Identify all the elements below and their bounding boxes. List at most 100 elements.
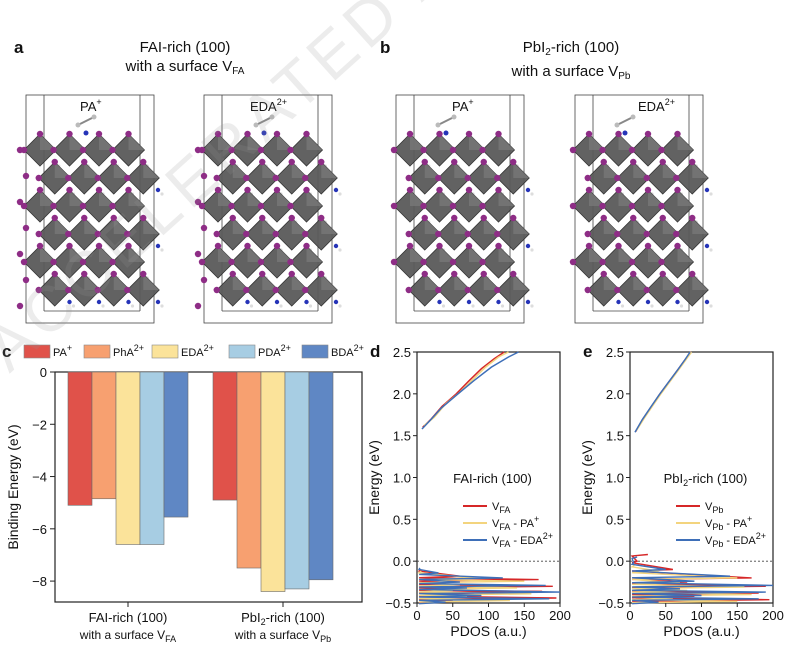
x-category-label-1-line1: FAI-rich (100): [89, 610, 168, 625]
bar-PA-1: [67, 371, 93, 506]
legend-swatch-PhA: [83, 344, 111, 359]
iodine-atom: [630, 158, 637, 166]
iodine-atom: [259, 270, 266, 278]
octahedron-face: [277, 134, 293, 150]
legend-swatch-EDA: [151, 344, 179, 359]
octahedron-face: [513, 162, 530, 178]
bar-PA-2: [212, 371, 238, 501]
y-axis-label: Energy (eV): [579, 440, 595, 515]
octahedron-face: [677, 190, 694, 206]
iodine-atom: [464, 286, 471, 294]
octahedron-face: [483, 274, 500, 290]
hydrogen-atom: [709, 304, 713, 308]
iodine-atom: [36, 186, 44, 194]
nitrogen-atom: [155, 243, 161, 249]
legend-label-2-part: V: [705, 518, 713, 530]
iodine-atom: [420, 258, 427, 266]
octahedron-face: [54, 274, 71, 290]
octahedron-face: [469, 134, 485, 150]
y-tick-label-part: 0.0: [606, 554, 624, 569]
octahedron-face: [84, 274, 101, 290]
iodine-atom: [406, 130, 414, 138]
iodine-atom: [228, 146, 235, 154]
iodine-atom: [615, 242, 622, 250]
surface-iodine-atom: [16, 198, 24, 206]
octahedron-face: [662, 218, 679, 234]
octahedron-face: [633, 274, 650, 290]
molecule-atom: [614, 122, 620, 128]
iodine-atom: [287, 202, 294, 210]
octahedron-face: [618, 190, 635, 206]
nitrogen-atom: [155, 299, 161, 305]
octahedron-face: [54, 162, 71, 178]
nitrogen-atom: [704, 187, 710, 193]
nitrogen-atom: [645, 299, 651, 305]
molecule-nitrogen: [443, 130, 449, 136]
panel-a-ion-1: PA+: [80, 97, 102, 114]
iodine-atom: [273, 242, 281, 250]
octahedron-face: [321, 162, 338, 178]
surface-iodine-atom: [194, 250, 202, 258]
molecule-atom: [253, 122, 259, 128]
octahedron-face: [54, 218, 71, 234]
legend-label-PA: PA+: [53, 343, 72, 359]
legend-label-BDA-part: 2+: [354, 343, 364, 353]
iodine-atom: [421, 214, 428, 222]
iodine-atom: [689, 214, 696, 222]
iodine-atom: [659, 214, 666, 222]
y-tick-label-part: 1.5: [393, 429, 411, 444]
legend-label-EDA: EDA2+: [181, 343, 214, 359]
iodine-atom: [615, 186, 622, 194]
bar-BDA-2: [308, 371, 334, 581]
legend-label-1: VFA: [492, 501, 510, 515]
iodine-atom: [198, 202, 206, 210]
octahedron-face: [618, 134, 635, 150]
ion-name: EDA: [250, 99, 277, 114]
x-tick-label: 150: [726, 608, 748, 623]
iodine-atom: [436, 242, 443, 250]
octahedron-face: [439, 134, 456, 150]
iodine-atom: [244, 186, 251, 194]
x-category-label-2-line2-part: with a surface V: [234, 628, 320, 642]
iodine-atom: [140, 270, 147, 278]
y-tick-label: −8: [32, 574, 47, 589]
molecule-atom: [451, 114, 457, 120]
iodine-atom: [257, 146, 265, 154]
y-tick-label-part: 2.5: [606, 345, 624, 360]
iodine-atom: [569, 258, 577, 266]
octahedron-face: [424, 274, 441, 290]
iodine-atom: [643, 286, 650, 294]
octahedron-face: [662, 162, 679, 178]
surface-iodine-atom: [200, 276, 208, 284]
molecule-nitrogen: [622, 130, 628, 136]
iodine-atom: [81, 158, 88, 166]
iodine-atom: [658, 146, 665, 154]
iodine-atom: [390, 258, 398, 266]
y-tick-label: −0.5: [385, 596, 411, 611]
x-tick-label: 50: [446, 608, 460, 623]
iodine-atom: [689, 270, 696, 278]
nitrogen-atom: [126, 299, 131, 305]
octahedron-face: [40, 246, 56, 262]
x-category-label-2-line1: PbI2-rich (100): [241, 610, 325, 627]
octahedron-face: [277, 246, 293, 262]
iodine-atom: [479, 202, 486, 210]
iodine-atom: [229, 214, 236, 222]
iodine-atom: [658, 202, 665, 210]
iodine-atom: [110, 158, 117, 166]
iodine-atom: [643, 174, 650, 182]
iodine-atom: [643, 230, 650, 238]
y-tick-label-part: 1.5: [606, 429, 624, 444]
ion-name: PA: [452, 99, 469, 114]
nitrogen-atom: [525, 299, 531, 305]
x-tick-label: 200: [762, 608, 784, 623]
iodine-atom: [510, 158, 517, 166]
iodine-atom: [451, 214, 458, 222]
ion-name: EDA: [638, 99, 665, 114]
octahedron-face: [232, 162, 249, 178]
legend-label-2-part: Pb: [712, 522, 723, 532]
y-tick-label-part: 0: [40, 365, 47, 380]
iodine-atom: [229, 270, 236, 278]
y-axis-label: Binding Energy (eV): [5, 424, 21, 549]
iodine-atom: [318, 270, 325, 278]
